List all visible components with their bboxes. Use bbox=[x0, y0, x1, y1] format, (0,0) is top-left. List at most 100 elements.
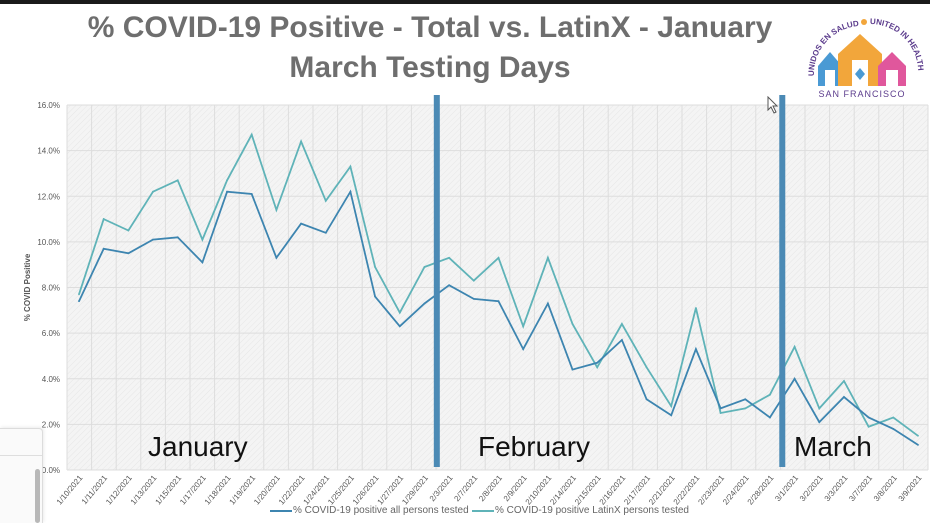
x-tick-label: 3/9/2021 bbox=[897, 473, 924, 503]
data-point bbox=[719, 407, 722, 410]
data-point bbox=[300, 222, 302, 225]
data-point bbox=[596, 366, 599, 369]
data-point bbox=[867, 425, 870, 428]
panel-scrollbar[interactable] bbox=[35, 469, 40, 523]
data-point bbox=[102, 247, 105, 250]
y-tick-label: 8.0% bbox=[42, 284, 60, 293]
data-point bbox=[892, 428, 895, 430]
data-point bbox=[398, 311, 401, 314]
data-point bbox=[546, 302, 549, 305]
data-point bbox=[78, 293, 80, 296]
data-point bbox=[719, 412, 722, 414]
data-point bbox=[423, 266, 426, 268]
data-point bbox=[102, 218, 105, 220]
y-tick-label: 12.0% bbox=[37, 192, 60, 201]
data-point bbox=[670, 414, 673, 417]
data-point bbox=[917, 444, 919, 446]
data-point bbox=[472, 298, 475, 300]
data-point bbox=[152, 190, 154, 193]
y-axis-label: % COVID Positive bbox=[23, 253, 32, 321]
legend-swatch-latinx bbox=[472, 509, 494, 512]
data-point bbox=[349, 165, 352, 168]
mouse-cursor-icon bbox=[767, 96, 779, 114]
legend-item-latinx: % COVID-19 positive LatinX persons teste… bbox=[472, 505, 689, 516]
y-tick-label: 16.0% bbox=[37, 101, 60, 110]
unidos-en-salud-logo: UNIDOS EN SALUD UNITED IN HEALTH SAN FRA… bbox=[807, 17, 924, 99]
data-point bbox=[522, 348, 525, 350]
x-tick-label: 3/7/2021 bbox=[847, 473, 874, 503]
data-point bbox=[201, 238, 204, 241]
data-point bbox=[226, 190, 228, 193]
panel-divider bbox=[0, 455, 42, 456]
x-tick-label: 3/8/2021 bbox=[872, 473, 899, 503]
data-point bbox=[843, 380, 845, 382]
data-point bbox=[843, 396, 845, 398]
x-tick-label: 3/1/2021 bbox=[773, 473, 800, 503]
data-point bbox=[769, 393, 771, 396]
data-point bbox=[152, 238, 154, 241]
x-tick-label: 2/8/2021 bbox=[477, 473, 504, 503]
data-point bbox=[867, 416, 870, 419]
legend-label-total: % COVID-19 positive all persons tested bbox=[293, 505, 469, 516]
data-point bbox=[448, 284, 451, 287]
data-point bbox=[596, 361, 599, 364]
month-label-march: March bbox=[794, 431, 872, 462]
month-divider-line bbox=[779, 95, 786, 467]
data-point bbox=[176, 179, 179, 182]
chart-title: % COVID-19 Positive - Total vs. LatinX -… bbox=[60, 8, 800, 88]
side-panel-overlay bbox=[0, 428, 43, 523]
data-point bbox=[620, 323, 623, 325]
x-tick-label: 2/7/2021 bbox=[452, 473, 479, 503]
data-point bbox=[497, 300, 500, 303]
month-label-january: January bbox=[148, 431, 248, 462]
data-point bbox=[300, 140, 302, 143]
data-point bbox=[250, 133, 253, 136]
data-point bbox=[522, 325, 525, 328]
data-point bbox=[744, 407, 747, 410]
y-tick-label: 4.0% bbox=[42, 375, 60, 384]
data-point bbox=[472, 279, 475, 282]
data-point bbox=[571, 368, 574, 371]
data-point bbox=[645, 366, 648, 369]
data-point bbox=[892, 416, 895, 419]
data-point bbox=[78, 300, 80, 303]
data-point bbox=[769, 416, 771, 419]
data-point bbox=[620, 339, 623, 341]
data-point bbox=[571, 323, 574, 325]
data-point bbox=[176, 236, 179, 239]
logo-city-text: SAN FRANCISCO bbox=[818, 89, 905, 99]
chart-title-line1: % COVID-19 Positive - Total vs. LatinX -… bbox=[87, 11, 773, 44]
y-tick-label: 6.0% bbox=[42, 329, 60, 338]
data-point bbox=[744, 398, 747, 401]
data-point bbox=[275, 256, 278, 259]
data-point bbox=[275, 209, 278, 211]
data-point bbox=[324, 199, 327, 202]
legend-swatch-total bbox=[270, 509, 292, 512]
data-point bbox=[818, 407, 821, 410]
sun-icon bbox=[861, 19, 867, 25]
data-point bbox=[645, 398, 648, 401]
x-tick-label: 3/2/2021 bbox=[798, 473, 825, 503]
data-point bbox=[546, 256, 549, 259]
data-point bbox=[201, 261, 204, 264]
data-point bbox=[423, 302, 426, 305]
data-point bbox=[793, 377, 796, 380]
month-divider-line bbox=[433, 95, 440, 467]
data-point bbox=[793, 345, 796, 348]
legend-item-total: % COVID-19 positive all persons tested bbox=[270, 505, 469, 516]
data-point bbox=[127, 229, 130, 232]
data-point bbox=[374, 266, 377, 268]
data-point bbox=[917, 434, 919, 437]
data-point bbox=[324, 231, 327, 234]
data-point bbox=[670, 405, 673, 408]
y-tick-label: 2.0% bbox=[42, 420, 60, 429]
legend-label-latinx: % COVID-19 positive LatinX persons teste… bbox=[495, 505, 689, 516]
y-tick-label: 14.0% bbox=[37, 147, 60, 156]
month-label-february: February bbox=[478, 431, 590, 462]
top-bar bbox=[0, 0, 930, 4]
data-point bbox=[448, 256, 451, 259]
x-tick-label: 2/28/2021 bbox=[746, 473, 776, 506]
chart-title-line2: March Testing Days bbox=[289, 51, 571, 84]
x-tick-label: 1/29/2021 bbox=[400, 473, 430, 506]
